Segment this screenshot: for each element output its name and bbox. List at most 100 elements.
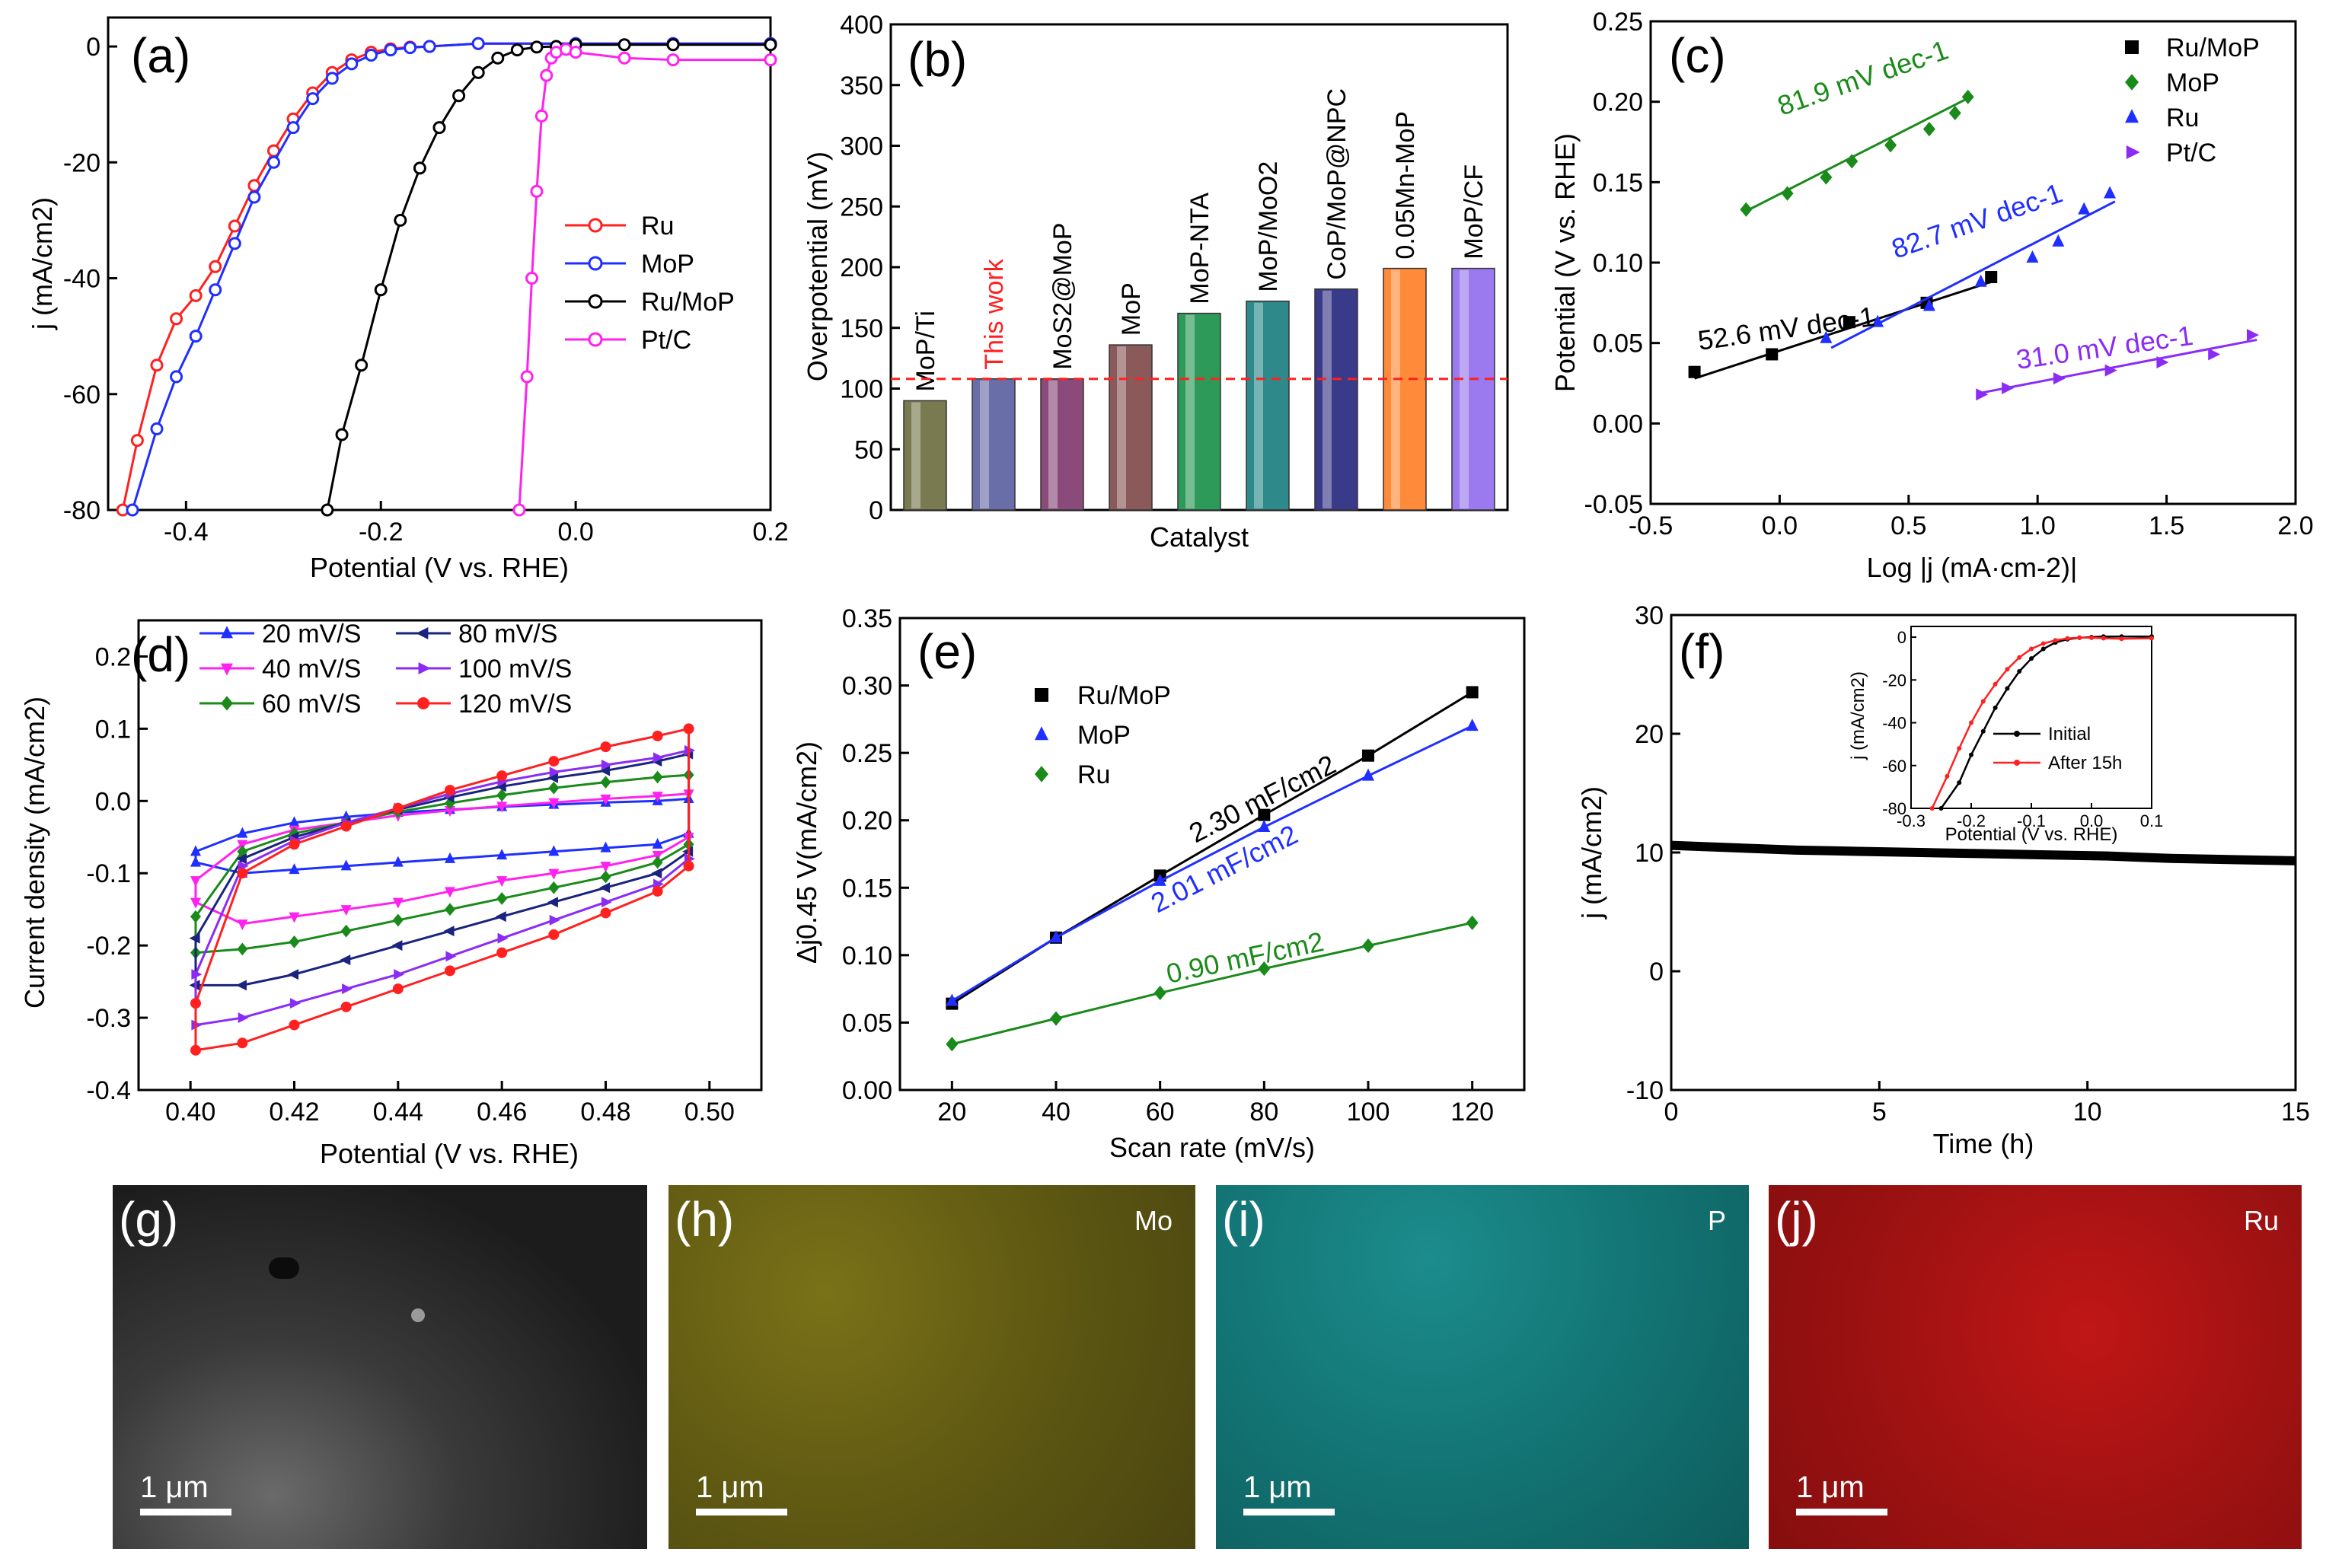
panel-f-x-tick-label: 5 — [1872, 1098, 1887, 1127]
panel-d-data-point — [237, 868, 248, 879]
panel-a-data-point — [355, 359, 369, 372]
panel-f-y-tick-label: 10 — [1635, 839, 1664, 868]
panel-d-legend-marker — [221, 663, 233, 676]
panel-c-data-point — [2247, 329, 2260, 342]
panel-f-x-tick-label: 15 — [2281, 1098, 2310, 1127]
panel-e-x-axis-label: Scan rate (mV/s) — [1109, 1132, 1315, 1163]
panel-d-data-point — [445, 951, 457, 962]
panel-c-data-point — [1688, 365, 1701, 378]
panel-e-x-tick-label: 80 — [1249, 1098, 1278, 1127]
panel-e-y-tick-label: 0.05 — [842, 1009, 892, 1037]
panel-a-label: (a) — [131, 28, 190, 83]
panel-d-data-point — [496, 770, 508, 782]
panel-c-data-point — [1820, 170, 1833, 185]
panel-a-data-point — [617, 38, 631, 52]
panel-f-inset-y-tick-label: -20 — [1882, 671, 1906, 690]
panel-a-data-point — [364, 48, 378, 62]
panel-b-bar — [1314, 288, 1358, 511]
panel-d-y-tick-label: 0.1 — [95, 715, 131, 744]
panel-a-data-point — [150, 422, 164, 435]
panel-d-data-point — [601, 759, 612, 770]
panel-f-inset-data-point — [1980, 728, 1986, 734]
panel-c-data-point — [1740, 202, 1753, 217]
panel-e-y-tick-label: 0.20 — [842, 807, 892, 836]
panel-d-data-point — [289, 1019, 300, 1031]
panel-b-y-tick-label: 100 — [840, 375, 883, 404]
panel-d-data-point — [394, 969, 405, 980]
panel-a-data-point — [170, 312, 183, 326]
panel-d-data-point — [548, 881, 560, 894]
panel-c-legend-marker — [2125, 109, 2139, 123]
panel-c-data-point — [1884, 138, 1897, 153]
panel-c-data-point — [1961, 89, 1974, 104]
panel-d-data-point — [391, 940, 403, 951]
panel-d-data-point — [289, 998, 301, 1009]
panel-e-y-tick-label: 0.30 — [842, 672, 892, 701]
panel-d-data-point — [652, 792, 663, 803]
panel-d-data-point — [600, 741, 611, 753]
panel-d-x-axis-label: Potential (V vs. RHE) — [320, 1138, 579, 1169]
panel-d-data-point — [600, 841, 611, 853]
panel-f-y-tick-label: 0 — [1649, 958, 1664, 986]
panel-a-series-line — [326, 43, 771, 511]
panel-d-data-point — [548, 929, 560, 940]
panel-d-data-point — [289, 827, 300, 840]
panel-d-data-point — [496, 947, 508, 958]
panel-f-inset-data-point — [2029, 656, 2034, 661]
panel-c-data-point — [2208, 348, 2221, 361]
panel-a-data-point — [189, 330, 203, 343]
panel-c-slope-annotation: 82.7 mV dec-1 — [1887, 177, 2066, 265]
panel-e-fit-line — [951, 921, 1472, 1046]
panel-a-data-point — [423, 40, 436, 53]
panel-f-inset-data-point — [2053, 638, 2058, 643]
panel-d-data-point — [289, 912, 300, 923]
panel-d-data-point — [237, 919, 248, 931]
panel-f-inset-y-tick-label: -40 — [1882, 714, 1906, 733]
panel-b-bar — [1451, 267, 1495, 511]
panel-f-x-tick-label: 0 — [1664, 1098, 1679, 1127]
panel-f-inset-data-point — [1945, 773, 1950, 779]
panel-d-legend-label: 80 mV/S — [458, 620, 557, 649]
panel-d-data-point — [548, 868, 560, 880]
panel-a-data-point — [325, 72, 339, 85]
panel-g-sem-image: (g) 1 μm — [113, 1185, 647, 1549]
panel-f-inset-y-axis-label: j (mA/cm2) — [1848, 671, 1868, 760]
panel-a-frame — [107, 16, 772, 512]
panel-a-data-point — [170, 370, 183, 384]
panel-c-data-point — [2002, 381, 2015, 394]
panel-d-legend-marker — [417, 697, 429, 709]
panel-a-data-point — [189, 288, 203, 302]
panel-c-data-point — [1820, 330, 1833, 343]
panel-f-inset-data-point — [2017, 655, 2022, 660]
sem-dark-spot — [269, 1257, 299, 1279]
panel-c-data-point — [1922, 298, 1935, 311]
panel-d-frame — [137, 619, 763, 1092]
panel-d-data-point — [548, 756, 560, 767]
panel-d-legend-marker — [418, 662, 431, 674]
panel-e-data-point — [1258, 808, 1271, 821]
panel-f-inset-y-tick-label: -80 — [1882, 799, 1906, 818]
panel-a-y-tick-label: 0 — [86, 33, 101, 62]
panel-f-inset-y-tick-label: -60 — [1882, 757, 1906, 776]
panel-e-data-point — [1466, 915, 1479, 930]
panel-e-x-tick-label: 100 — [1347, 1098, 1390, 1127]
panel-f-inset-data-point — [2119, 636, 2124, 642]
panel-j-ru-map: (j) Ru 1 μm — [1769, 1185, 2302, 1549]
panel-f-y-axis-label: j (mA/cm2) — [1576, 786, 1607, 919]
panel-a-series-line — [518, 48, 771, 511]
panel-d-data-point — [600, 907, 611, 919]
panel-d-legend-label: 60 mV/S — [262, 690, 361, 719]
panel-c-data-point — [2156, 356, 2169, 369]
panel-f-x-axis-label: Time (h) — [1933, 1128, 2034, 1159]
panel-d-data-point — [445, 965, 455, 977]
panel-c-legend-marker — [2126, 145, 2140, 159]
panel-d-legend-label: 100 mV/S — [458, 655, 572, 684]
panel-d-data-point — [288, 969, 299, 980]
panel-a-data-point — [404, 41, 417, 55]
panel-d-data-point — [443, 926, 455, 937]
panel-a-data-point — [512, 503, 526, 517]
panel-d-data-point — [289, 839, 300, 850]
panel-g-label: (g) — [119, 1192, 179, 1247]
panel-f-inset-legend-label: Initial — [2048, 724, 2091, 744]
panel-b-bar-highlight — [1460, 269, 1469, 508]
